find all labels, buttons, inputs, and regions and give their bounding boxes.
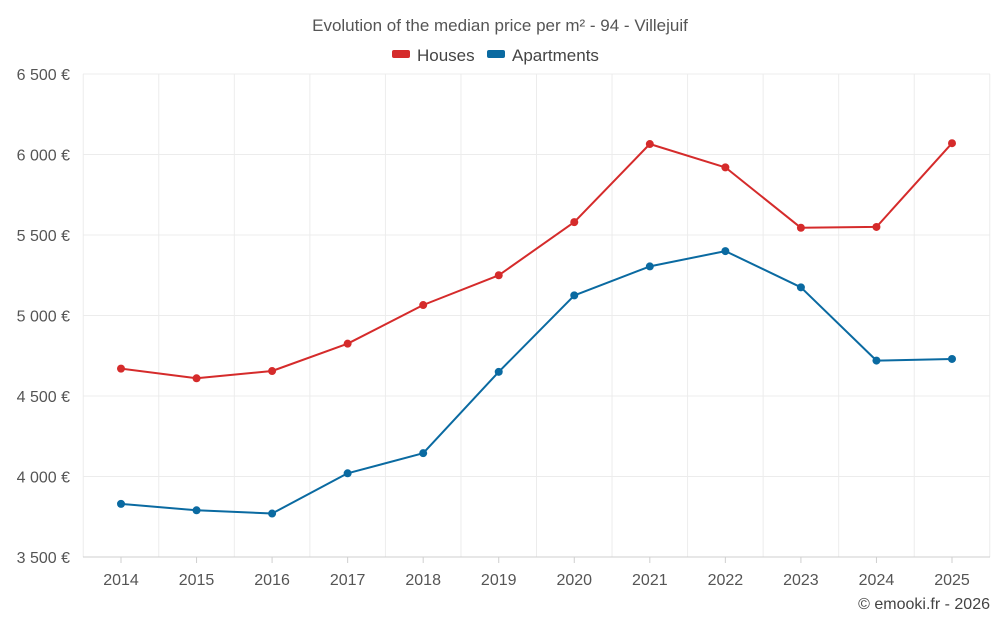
x-tick-label: 2019 (481, 572, 517, 589)
x-tick-label: 2021 (632, 572, 668, 589)
series-layer (117, 139, 956, 518)
data-point-houses[interactable] (570, 218, 579, 227)
data-point-apartments[interactable] (268, 509, 277, 518)
data-point-apartments[interactable] (872, 356, 881, 365)
x-tick-label: 2017 (330, 572, 366, 589)
data-point-houses[interactable] (872, 222, 881, 231)
legend-label-houses: Houses (417, 46, 475, 65)
x-tick-label: 2014 (103, 572, 139, 589)
data-point-houses[interactable] (117, 364, 125, 373)
y-tick-label: 4 000 € (17, 470, 70, 487)
series-line-houses (120, 142, 953, 380)
data-point-houses[interactable] (645, 140, 654, 149)
data-point-apartments[interactable] (948, 354, 956, 363)
data-point-apartments[interactable] (419, 449, 428, 458)
data-point-houses[interactable] (796, 223, 805, 232)
y-tick-label: 3 500 € (17, 550, 70, 567)
x-tick-label: 2018 (405, 572, 441, 589)
x-tick-label: 2022 (708, 572, 744, 589)
data-point-houses[interactable] (948, 139, 956, 148)
data-point-houses[interactable] (268, 367, 277, 376)
data-point-houses[interactable] (494, 271, 503, 280)
x-tick-label: 2024 (859, 572, 895, 589)
x-tick-label: 2016 (254, 572, 290, 589)
x-tick-label: 2015 (179, 572, 215, 589)
data-point-apartments[interactable] (645, 262, 654, 271)
grid-lines (82, 73, 991, 557)
data-point-houses[interactable] (721, 163, 730, 172)
legend-item-apartments[interactable]: Apartments (487, 46, 599, 65)
x-tick-label: 2025 (934, 572, 970, 589)
series-line-apartments (120, 250, 953, 515)
y-tick-label: 6 500 € (17, 67, 70, 84)
legend-swatch-apartments (487, 50, 505, 58)
y-tick-label: 5 000 € (17, 309, 70, 326)
data-point-apartments[interactable] (343, 469, 352, 478)
data-point-apartments[interactable] (192, 506, 201, 515)
y-tick-label: 6 000 € (17, 148, 70, 165)
axes: 3 500 € 4 000 € 4 500 € 5 000 € 5 500 € 6 000… (17, 67, 990, 589)
legend-label-apartments: Apartments (512, 46, 599, 65)
y-tick-label: 4 500 € (17, 389, 70, 406)
data-point-houses[interactable] (343, 339, 352, 348)
data-point-apartments[interactable] (570, 291, 579, 300)
chart-title: Evolution of the median price per m² - 9… (312, 16, 688, 35)
data-point-apartments[interactable] (494, 367, 503, 376)
data-point-apartments[interactable] (796, 283, 805, 292)
data-point-houses[interactable] (192, 374, 201, 383)
data-point-apartments[interactable] (721, 247, 730, 256)
x-tick-label: 2020 (556, 572, 592, 589)
legend-swatch-houses (392, 50, 410, 58)
data-point-apartments[interactable] (117, 499, 125, 508)
y-tick-label: 5 500 € (17, 228, 70, 245)
legend-item-houses[interactable]: Houses (392, 46, 475, 65)
x-tick-label: 2023 (783, 572, 819, 589)
copyright-text: © emooki.fr - 2026 (858, 596, 990, 613)
data-point-houses[interactable] (419, 301, 428, 310)
legend[interactable]: Houses Apartments (392, 46, 599, 65)
